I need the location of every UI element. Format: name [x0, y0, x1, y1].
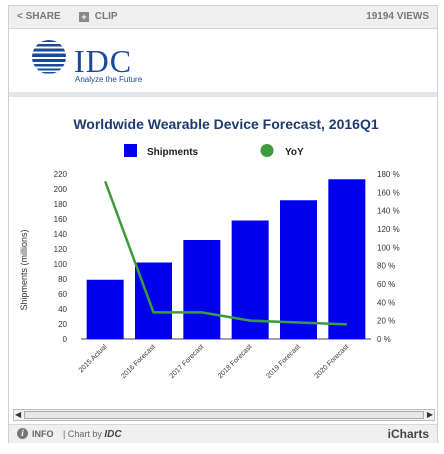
y2-tick-label: 80 %: [377, 262, 395, 271]
y-tick-label: 120: [54, 245, 68, 254]
wearable-forecast-chart: Worldwide Wearable Device Forecast, 2016…: [19, 116, 400, 380]
x-tick-label: 2018 Forecast: [217, 343, 254, 380]
x-tick-label: 2019 Forecast: [265, 343, 302, 380]
y-tick-label: 40: [58, 305, 67, 314]
y2-tick-label: 0 %: [377, 335, 391, 344]
chart-title: Worldwide Wearable Device Forecast, 2016…: [73, 116, 379, 132]
y2-tick-label: 120 %: [377, 225, 400, 234]
scroll-right-icon[interactable]: ▶: [426, 410, 433, 419]
share-button[interactable]: < SHARE: [17, 11, 61, 22]
y2-tick-label: 140 %: [377, 207, 400, 216]
idc-logo[interactable]: IDC Analyze the Future: [27, 37, 142, 84]
y-tick-label: 20: [58, 320, 67, 329]
info-button[interactable]: INFO: [32, 429, 54, 439]
share-label: SHARE: [25, 11, 61, 22]
scrollbar-thumb[interactable]: [24, 411, 424, 419]
y2-tick-label: 160 %: [377, 188, 400, 197]
horizontal-scrollbar[interactable]: ◀ ▶: [13, 409, 435, 421]
globe-icon: [32, 40, 66, 74]
bottom-bar: i INFO | Chart by IDC iCharts: [9, 424, 437, 443]
y2-tick-label: 20 %: [377, 317, 395, 326]
legend-yoy-swatch: [260, 144, 274, 157]
shipments-bar[interactable]: [135, 262, 172, 340]
y-tick-label: 220: [54, 170, 68, 179]
y2-tick-label: 60 %: [377, 280, 395, 289]
info-icon[interactable]: i: [17, 428, 28, 439]
yoy-line[interactable]: [103, 180, 347, 326]
chart-widget: < SHARE + CLIP 19194 VIEWS: [8, 5, 438, 443]
shipments-bar[interactable]: [328, 179, 366, 339]
y-tick-label: 180: [54, 200, 68, 209]
y2-tick-label: 40 %: [377, 298, 395, 307]
x-tick-label: 2017 Forecast: [169, 343, 206, 380]
legend-shipments-label: Shipments: [147, 147, 199, 158]
y-tick-label: 60: [58, 290, 67, 299]
x-tick-label: 2015 Actual: [78, 343, 109, 374]
share-icon: <: [17, 11, 23, 22]
view-count: 19194 VIEWS: [366, 11, 429, 22]
y-axis-label: Shipments (millions): [19, 229, 29, 310]
icharts-logo[interactable]: iCharts: [387, 427, 429, 441]
logo-tagline: Analyze the Future: [75, 75, 143, 84]
x-tick-label: 2016 Forecast: [120, 343, 157, 380]
shipments-bar[interactable]: [280, 200, 317, 339]
clip-label: CLIP: [94, 11, 118, 22]
shipments-bar[interactable]: [86, 279, 124, 339]
y-tick-label: 200: [54, 185, 68, 194]
y-tick-label: 0: [63, 335, 68, 344]
y2-tick-label: 180 %: [377, 170, 400, 179]
scroll-left-icon[interactable]: ◀: [15, 410, 22, 419]
y-tick-label: 140: [54, 230, 68, 239]
chart-credit-name: IDC: [104, 429, 122, 440]
plus-icon: +: [79, 12, 89, 22]
top-toolbar: < SHARE + CLIP 19194 VIEWS: [9, 6, 437, 29]
legend-shipments-swatch: [124, 144, 137, 157]
clip-button[interactable]: + CLIP: [79, 11, 118, 22]
brand-header: IDC Analyze the Future: [9, 29, 437, 97]
chart-credit: | Chart by IDC: [63, 429, 122, 440]
legend-yoy-label: YoY: [285, 147, 304, 158]
logo-text: IDC: [74, 43, 133, 79]
chart-credit-prefix: | Chart by: [63, 429, 102, 439]
y-tick-label: 160: [54, 215, 68, 224]
x-tick-label: 2020 Forecast: [314, 343, 351, 380]
y-tick-label: 100: [54, 260, 68, 269]
y-tick-label: 80: [58, 275, 67, 284]
y2-tick-label: 100 %: [377, 243, 400, 252]
shipments-bar[interactable]: [183, 240, 221, 339]
